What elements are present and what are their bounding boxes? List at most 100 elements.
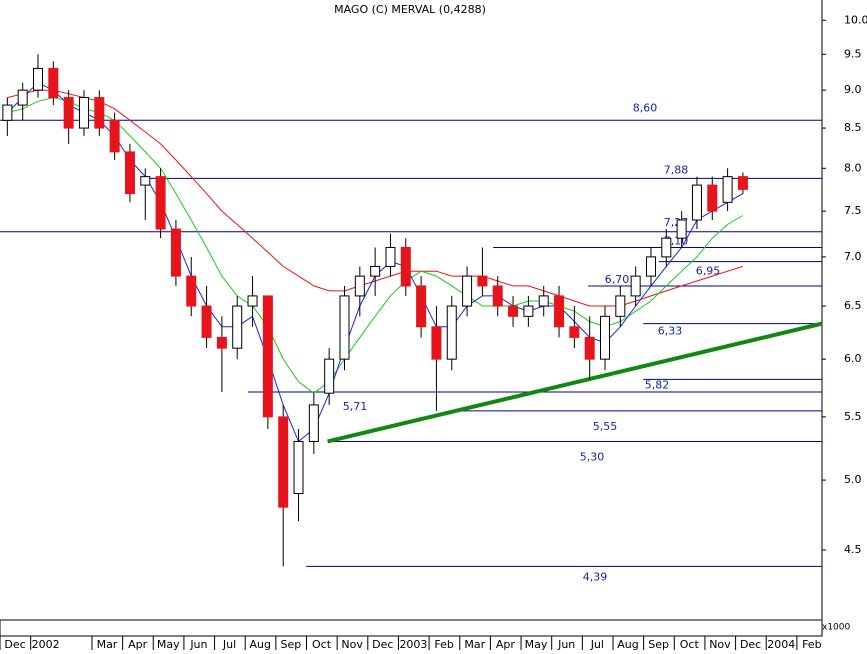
candle-body: [262, 295, 273, 418]
candle-body: [339, 295, 350, 360]
candle-body: [247, 295, 258, 307]
candle-body: [691, 184, 702, 221]
candle-body: [630, 275, 641, 297]
level-label: 6,95: [696, 265, 721, 278]
x-tick-label: Apr: [496, 638, 516, 650]
candle-body: [170, 228, 181, 277]
x-tick-label: Oct: [680, 638, 700, 650]
candle-body: [186, 275, 197, 307]
x-tick-label: Dec: [740, 638, 761, 650]
candle-body: [615, 295, 626, 317]
y-tick-label: 6.5: [844, 299, 862, 312]
level-label: 5,82: [645, 378, 670, 391]
y-tick-label: 10.0: [844, 13, 867, 26]
candle-body: [2, 104, 13, 121]
candle-body: [661, 237, 672, 258]
x-tick-label: Sep: [280, 638, 301, 650]
x-tick-label: Feb: [802, 638, 821, 650]
candle-body: [201, 305, 212, 338]
x-tick-label: Aug: [617, 638, 638, 650]
x-tick-label: 2004: [767, 638, 795, 650]
candle-body: [140, 176, 151, 186]
candle-body: [462, 275, 473, 307]
candle-body: [216, 336, 227, 349]
x-tick-label: Aug: [249, 638, 270, 650]
candle-body: [232, 305, 243, 349]
x-tick-label: Nov: [709, 638, 731, 650]
candle-body: [523, 305, 534, 317]
x-tick-label: Jul: [222, 638, 236, 650]
candle-body: [584, 336, 595, 360]
x-tick-label: Jul: [590, 638, 604, 650]
candle-body: [400, 246, 411, 287]
y-tick-label: 9.5: [844, 47, 862, 60]
level-label: 6,33: [658, 325, 683, 338]
candle-body: [109, 119, 120, 153]
candle-body: [508, 305, 519, 317]
volume-panel: [0, 619, 823, 637]
candle-body: [676, 219, 687, 239]
candle-body: [492, 285, 503, 307]
candle-body: [446, 305, 457, 360]
candle-body: [370, 265, 381, 277]
x-tick-label: 2003: [399, 638, 427, 650]
x-tick-label: Dec: [372, 638, 393, 650]
candle-body: [431, 326, 442, 360]
candle-body: [645, 256, 656, 277]
x-tick-label: Oct: [312, 638, 332, 650]
candle-body: [722, 176, 733, 203]
candle-body: [33, 67, 44, 91]
candle-body: [737, 176, 748, 190]
x-tick-label: Sep: [648, 638, 669, 650]
x-tick-label: Apr: [128, 638, 148, 650]
candle-body: [707, 184, 718, 212]
candle-body: [48, 67, 59, 99]
level-label: 6,70: [605, 273, 630, 286]
y-tick-label: 8.5: [844, 121, 862, 134]
y-tick-label: 6.0: [844, 352, 862, 365]
x-tick-label: Mar: [464, 638, 485, 650]
x-tick-label: Jun: [189, 638, 207, 650]
y-tick-label: 7.0: [844, 250, 862, 263]
candle-body: [324, 358, 335, 394]
x-tick-label: May: [525, 638, 548, 650]
candle-body: [538, 295, 549, 307]
candle-body: [385, 246, 396, 267]
trend-line: [327, 321, 823, 444]
candle-body: [155, 176, 166, 230]
x-tick-label: Feb: [434, 638, 453, 650]
level-label: 5,30: [580, 450, 605, 463]
x-tick-label: Nov: [341, 638, 363, 650]
candle-body: [308, 404, 319, 442]
y-tick-label: 4.5: [844, 543, 862, 556]
candle-body: [278, 416, 289, 508]
candle-body: [94, 97, 105, 129]
y-tick-label: 5.0: [844, 473, 862, 486]
candle-body: [569, 326, 580, 338]
y-tick-label: 9.0: [844, 83, 862, 96]
candle-body: [477, 275, 488, 287]
candle-body: [554, 295, 565, 328]
candle-body: [293, 440, 304, 495]
y-tick-label: 8.0: [844, 161, 862, 174]
y-tick-label: 7.5: [844, 204, 862, 217]
x-tick-label: May: [157, 638, 180, 650]
x-tick-label: Dec: [4, 638, 25, 650]
x-tick-label: Jun: [557, 638, 575, 650]
x-tick-label: Mar: [97, 638, 118, 650]
level-label: 8,60: [633, 101, 658, 114]
candle-body: [124, 151, 135, 195]
level-label: 5,55: [593, 420, 618, 433]
candle-body: [600, 315, 611, 360]
candle-body: [416, 285, 427, 328]
level-label: 7,88: [664, 163, 689, 176]
candle-body: [354, 275, 365, 297]
x-tick-label: 2002: [32, 638, 60, 650]
candle-body: [78, 97, 89, 129]
candle-body: [17, 89, 28, 106]
candle-body: [63, 97, 74, 129]
y-tick-label: 5.5: [844, 410, 862, 423]
chart-title: MAGO (C) MERVAL (0,4288): [334, 3, 486, 16]
